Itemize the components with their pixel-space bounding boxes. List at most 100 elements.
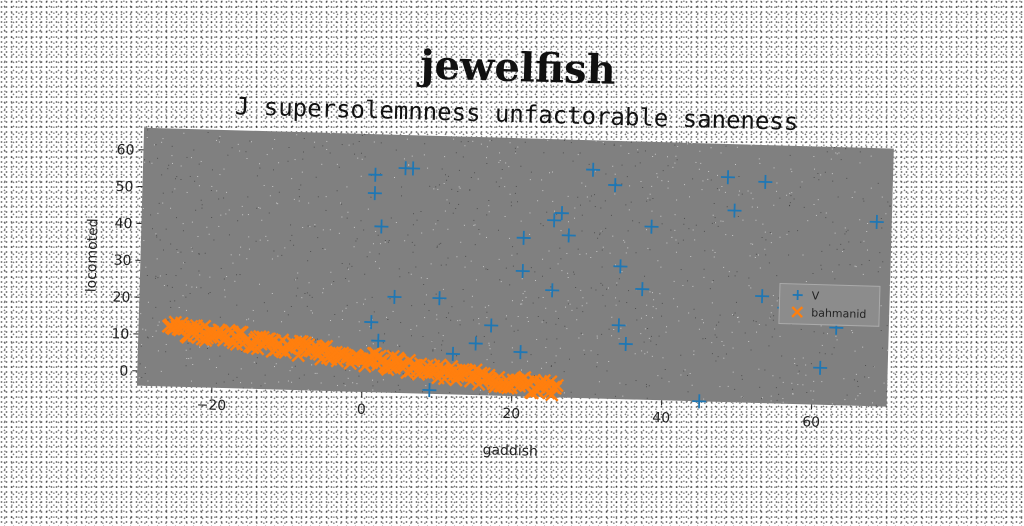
noise-dot: [678, 243, 679, 244]
noise-dot: [389, 240, 390, 241]
noise-dot: [188, 358, 189, 359]
noise-dot: [220, 317, 221, 318]
noise-dot: [331, 284, 332, 285]
noise-dot: [486, 237, 487, 238]
noise-dot: [193, 150, 194, 151]
noise-dot: [345, 385, 346, 386]
noise-dot: [646, 315, 647, 316]
noise-dot: [421, 233, 422, 234]
noise-dot: [522, 300, 523, 301]
noise-dot: [805, 364, 806, 365]
noise-dot: [814, 169, 815, 170]
noise-dot: [628, 153, 629, 154]
noise-dot: [383, 379, 384, 380]
noise-dot: [213, 240, 214, 241]
noise-dot: [155, 144, 156, 145]
noise-dot: [471, 261, 472, 262]
noise-dot: [457, 320, 458, 321]
noise-dot: [599, 381, 600, 382]
noise-dot: [339, 167, 340, 168]
noise-dot: [704, 250, 705, 251]
noise-dot: [762, 224, 763, 225]
noise-dot: [640, 181, 641, 182]
noise-dot: [595, 289, 596, 290]
noise-dot: [542, 322, 543, 323]
noise-dot: [152, 318, 153, 319]
noise-dot: [527, 317, 528, 318]
noise-dot: [801, 329, 802, 330]
noise-dot: [587, 197, 588, 198]
noise-dot: [857, 381, 858, 382]
noise-dot: [887, 325, 888, 326]
noise-dot: [543, 320, 544, 321]
noise-dot: [596, 141, 597, 142]
noise-dot: [174, 300, 175, 301]
noise-dot: [140, 313, 141, 314]
noise-dot: [194, 181, 195, 182]
noise-dot: [321, 382, 322, 383]
noise-dot: [631, 202, 632, 203]
noise-dot: [223, 169, 224, 170]
noise-dot: [887, 350, 888, 351]
noise-dot: [147, 381, 148, 382]
noise-dot: [187, 343, 188, 344]
noise-dot: [341, 204, 342, 205]
noise-dot: [455, 208, 456, 209]
noise-dot: [208, 293, 209, 294]
noise-dot: [192, 364, 193, 365]
noise-dot: [475, 224, 476, 225]
noise-dot: [501, 178, 502, 179]
noise-dot: [771, 242, 772, 243]
noise-dot: [446, 317, 447, 318]
x-tick-label: −20: [196, 397, 226, 414]
noise-dot: [439, 244, 440, 245]
noise-dot: [299, 378, 300, 379]
noise-dot: [239, 254, 240, 255]
noise-dot: [596, 366, 597, 367]
noise-dot: [259, 163, 260, 164]
noise-dot: [437, 246, 438, 247]
noise-dot: [505, 216, 506, 217]
noise-dot: [166, 229, 167, 230]
noise-dot: [359, 321, 360, 322]
noise-dot: [543, 225, 544, 226]
noise-dot: [647, 248, 648, 249]
noise-dot: [166, 274, 167, 275]
noise-dot: [622, 165, 623, 166]
noise-dot: [602, 295, 603, 296]
noise-dot: [702, 338, 703, 339]
noise-dot: [555, 311, 556, 312]
noise-dot: [619, 278, 620, 279]
noise-dot: [765, 254, 766, 255]
noise-dot: [453, 139, 454, 140]
noise-dot: [302, 172, 303, 173]
noise-dot: [545, 347, 546, 348]
noise-dot: [820, 265, 821, 266]
noise-dot: [536, 339, 537, 340]
noise-dot: [661, 316, 662, 317]
x-axis-label: gaddish: [482, 442, 538, 460]
noise-dot: [601, 334, 602, 335]
noise-dot: [157, 386, 158, 387]
noise-dot: [551, 365, 552, 366]
noise-dot: [845, 148, 846, 149]
noise-dot: [201, 200, 202, 201]
noise-dot: [723, 221, 724, 222]
noise-dot: [157, 277, 158, 278]
noise-dot: [307, 260, 308, 261]
noise-dot: [385, 242, 386, 243]
noise-dot: [684, 218, 685, 219]
noise-dot: [779, 198, 780, 199]
noise-dot: [276, 363, 277, 364]
noise-dot: [473, 225, 474, 226]
noise-dot: [794, 363, 795, 364]
noise-dot: [341, 216, 342, 217]
noise-dot: [156, 235, 157, 236]
noise-dot: [564, 326, 565, 327]
noise-dot: [846, 231, 847, 232]
noise-dot: [680, 374, 681, 375]
noise-dot: [447, 229, 448, 230]
noise-dot: [674, 230, 675, 231]
noise-dot: [212, 169, 213, 170]
noise-dot: [871, 188, 872, 189]
